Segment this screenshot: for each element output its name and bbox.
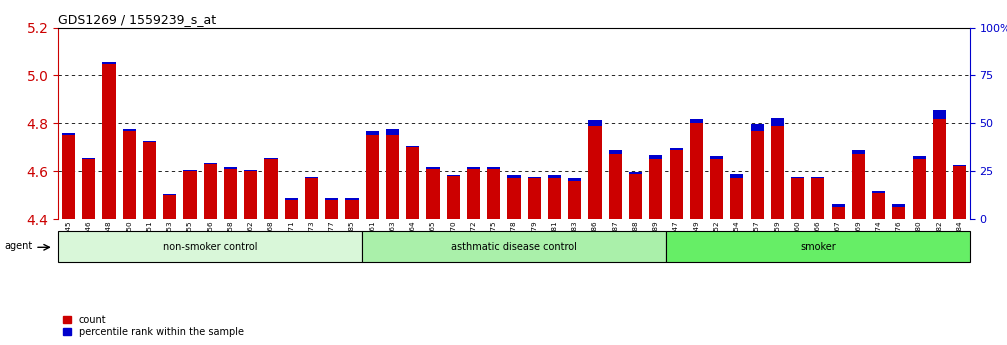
- Bar: [245, 170, 258, 171]
- Bar: [932, 110, 946, 119]
- Bar: [508, 178, 521, 219]
- Bar: [325, 200, 338, 219]
- Bar: [812, 178, 825, 219]
- Bar: [487, 167, 500, 169]
- Bar: [548, 178, 561, 219]
- Bar: [912, 159, 925, 219]
- Bar: [123, 129, 136, 130]
- Bar: [366, 135, 379, 219]
- Bar: [528, 177, 541, 178]
- Bar: [203, 162, 217, 164]
- Bar: [447, 176, 460, 219]
- Bar: [143, 141, 156, 142]
- Bar: [285, 200, 298, 219]
- Bar: [650, 159, 663, 219]
- Bar: [245, 171, 258, 219]
- Bar: [62, 135, 76, 219]
- Bar: [609, 150, 622, 155]
- Bar: [224, 167, 237, 169]
- Bar: [386, 129, 399, 135]
- Bar: [892, 204, 905, 207]
- Bar: [588, 120, 601, 126]
- Bar: [427, 167, 440, 169]
- Text: agent: agent: [5, 241, 33, 251]
- Bar: [770, 118, 783, 126]
- Bar: [710, 156, 723, 159]
- Bar: [568, 178, 581, 181]
- Bar: [690, 119, 703, 124]
- Bar: [872, 193, 885, 219]
- Bar: [58, 231, 363, 262]
- Bar: [770, 126, 783, 219]
- Bar: [305, 177, 318, 178]
- Bar: [792, 178, 805, 219]
- Bar: [224, 169, 237, 219]
- Bar: [629, 174, 642, 219]
- Bar: [183, 170, 196, 171]
- Bar: [143, 142, 156, 219]
- Bar: [568, 181, 581, 219]
- Bar: [650, 155, 663, 159]
- Bar: [83, 158, 96, 159]
- Bar: [427, 169, 440, 219]
- Bar: [83, 159, 96, 219]
- Legend: count, percentile rank within the sample: count, percentile rank within the sample: [63, 315, 244, 337]
- Bar: [285, 198, 298, 200]
- Bar: [892, 207, 905, 219]
- Bar: [730, 178, 743, 219]
- Text: non-smoker control: non-smoker control: [163, 242, 258, 252]
- Bar: [325, 198, 338, 200]
- Bar: [386, 135, 399, 219]
- Bar: [103, 62, 116, 63]
- Bar: [163, 195, 176, 219]
- Bar: [203, 164, 217, 219]
- Bar: [467, 167, 480, 169]
- Bar: [345, 198, 358, 200]
- Bar: [629, 172, 642, 174]
- Bar: [588, 126, 601, 219]
- Bar: [812, 177, 825, 178]
- Bar: [123, 130, 136, 219]
- Bar: [852, 150, 865, 155]
- Bar: [62, 134, 76, 135]
- Bar: [932, 119, 946, 219]
- Bar: [366, 131, 379, 135]
- Bar: [872, 191, 885, 193]
- Bar: [103, 63, 116, 219]
- Bar: [730, 174, 743, 178]
- Text: GDS1269 / 1559239_s_at: GDS1269 / 1559239_s_at: [58, 13, 217, 27]
- Bar: [528, 178, 541, 219]
- Bar: [467, 169, 480, 219]
- Bar: [670, 150, 683, 219]
- Bar: [670, 148, 683, 150]
- Bar: [690, 124, 703, 219]
- Text: smoker: smoker: [800, 242, 836, 252]
- Bar: [447, 175, 460, 176]
- Bar: [832, 204, 845, 207]
- Bar: [750, 130, 763, 219]
- Bar: [406, 146, 419, 147]
- Bar: [609, 155, 622, 219]
- Bar: [265, 159, 278, 219]
- Bar: [750, 124, 763, 130]
- Bar: [710, 159, 723, 219]
- Bar: [912, 156, 925, 159]
- Text: asthmatic disease control: asthmatic disease control: [451, 242, 577, 252]
- Bar: [852, 155, 865, 219]
- Bar: [406, 147, 419, 219]
- Bar: [792, 177, 805, 178]
- Bar: [363, 231, 666, 262]
- Bar: [265, 158, 278, 159]
- Bar: [487, 169, 500, 219]
- Bar: [832, 207, 845, 219]
- Bar: [345, 200, 358, 219]
- Bar: [508, 175, 521, 178]
- Bar: [183, 171, 196, 219]
- Bar: [953, 165, 966, 166]
- Bar: [953, 166, 966, 219]
- Bar: [163, 194, 176, 195]
- Bar: [305, 178, 318, 219]
- Bar: [548, 175, 561, 178]
- Bar: [666, 231, 970, 262]
